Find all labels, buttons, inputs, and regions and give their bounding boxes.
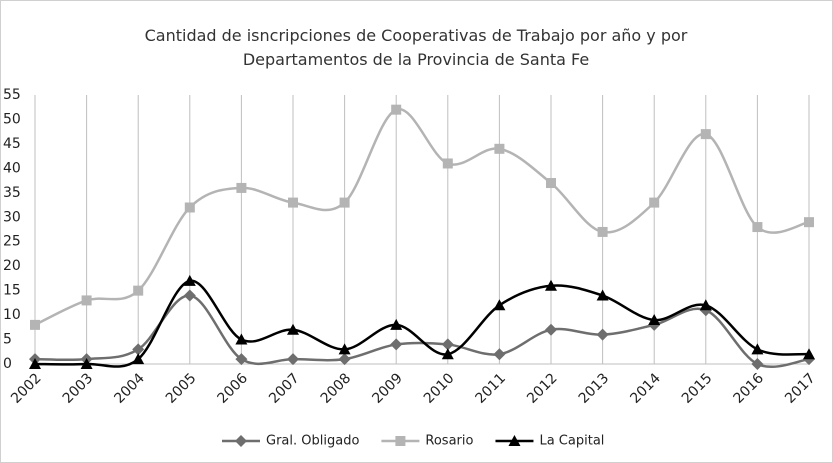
marker [236,182,247,193]
marker [287,353,299,366]
marker [235,353,248,366]
y-tick-label: 45 [3,136,21,152]
marker [441,348,454,360]
marker [338,343,351,355]
chart-title: Cantidad de isncripciones de Cooperativa… [144,26,688,69]
marker [288,197,298,208]
marker [596,289,609,301]
marker [132,353,145,365]
y-tick-label: 0 [3,356,12,372]
marker [442,158,453,169]
marker [391,104,402,115]
y-tick-label: 55 [3,87,21,103]
legend-label: Rosario [425,434,473,449]
marker [596,328,609,341]
marker [235,333,248,345]
marker [29,358,41,369]
marker [545,323,557,336]
marker [545,279,557,291]
marker [390,338,403,351]
marker [287,323,299,335]
series-line [34,108,810,327]
legend: Gral. Obligado Rosario La Capital [222,434,604,449]
marker [597,226,608,237]
legend-label: La Capital [539,434,604,449]
y-tick-label: 20 [3,258,21,274]
marker [132,343,145,356]
marker [494,143,505,154]
marker [493,348,506,361]
marker [441,338,454,351]
marker [803,348,815,360]
y-tick-label: 15 [3,283,21,299]
marker [751,358,764,370]
marker [751,343,764,355]
marker [804,217,814,228]
y-tick-label: 25 [3,234,21,250]
marker [80,358,93,369]
marker [648,313,661,325]
marker [700,129,711,140]
marker [81,295,92,306]
marker [338,353,351,366]
series-line [34,279,810,368]
marker [30,319,40,330]
marker [183,289,196,302]
legend-label: Gral. Obligado [266,434,359,449]
marker [752,222,763,233]
y-tick-label: 35 [3,185,21,201]
marker [339,197,350,208]
marker [493,299,506,311]
marker [390,318,403,330]
marker [699,299,712,311]
y-tick-label: 10 [3,307,21,323]
marker [183,274,196,286]
marker [235,435,247,447]
y-tick-label: 40 [3,160,21,176]
marker [508,435,521,446]
marker [184,202,195,213]
y-tick-label: 50 [3,111,21,127]
y-tick-label: 30 [3,209,21,225]
y-tick-label: 5 [3,332,12,348]
marker [395,436,406,446]
marker [649,197,660,208]
marker [546,178,556,189]
marker [133,285,144,296]
